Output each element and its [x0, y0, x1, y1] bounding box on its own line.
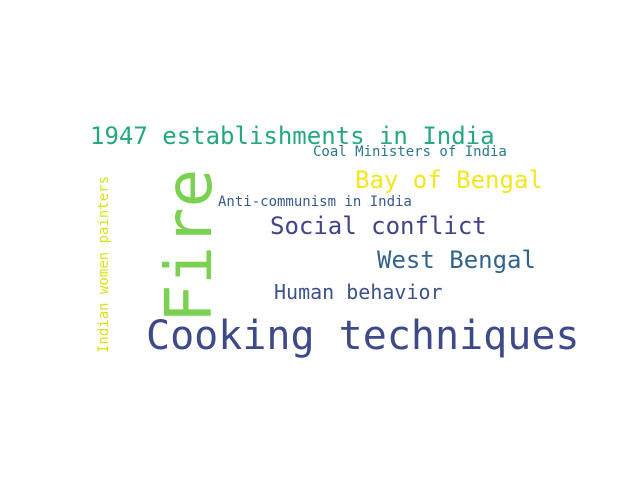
word-fire: Fire — [153, 168, 227, 323]
word-west-bengal: West Bengal — [377, 246, 536, 274]
word-1947-establishments-in-india: 1947 establishments in India — [90, 122, 495, 150]
word-bay-of-bengal: Bay of Bengal — [355, 166, 543, 194]
word-anti-communism-in-india: Anti-communism in India — [218, 194, 412, 210]
word-social-conflict: Social conflict — [270, 212, 487, 240]
word-cooking-techniques: Cooking techniques — [146, 313, 580, 359]
word-indian-women-painters: Indian women painters — [96, 175, 112, 353]
word-human-behavior: Human behavior — [274, 280, 443, 304]
word-coal-ministers-of-india: Coal Ministers of India — [313, 144, 507, 160]
